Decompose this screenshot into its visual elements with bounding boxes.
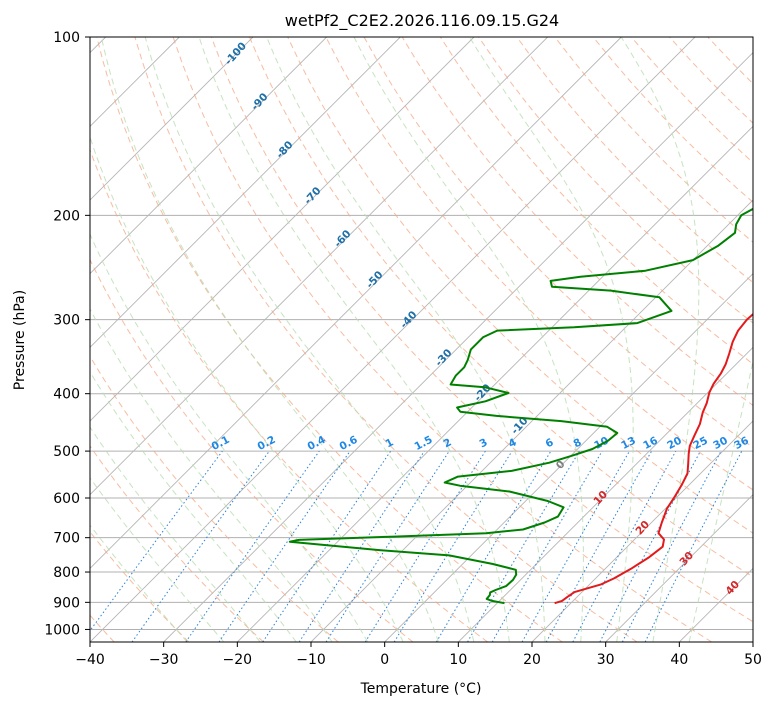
x-tick-label: 10 [449, 652, 467, 668]
plot-frame [89, 36, 754, 643]
mixing-ratio-line [644, 450, 743, 642]
moist-adiabat-line [90, 370, 297, 642]
isotherm-line [531, 420, 753, 642]
x-tick-label: −40 [75, 652, 105, 668]
dry-adiabat-line [325, 37, 753, 491]
dry-adiabat-line [249, 37, 753, 578]
moist-adiabat-line [90, 308, 333, 642]
y-tick-label: 200 [53, 208, 80, 224]
dry-adiabat-line [134, 37, 638, 642]
isotherm-line [752, 641, 753, 642]
y-tick-label: 400 [53, 387, 80, 403]
mixing-ratio-line [521, 450, 630, 642]
mixing-ratio-line [545, 450, 653, 642]
moist-adiabat-line [90, 232, 369, 642]
moist-adiabat-line [90, 426, 261, 642]
mixing-ratio-line [298, 450, 425, 642]
temperature-line [554, 312, 753, 605]
isotherm-line [90, 37, 327, 275]
dry-adiabat-line [96, 37, 563, 642]
y-axis-label: Pressure (hPa) [12, 290, 28, 390]
x-tick-label: −20 [223, 652, 253, 668]
y-tick-label: 700 [53, 531, 80, 547]
isotherm-line [458, 346, 753, 642]
moist-adiabat-line [353, 37, 584, 642]
dry-adiabat-line [516, 37, 753, 284]
moist-adiabat-line [100, 37, 439, 642]
mixing-ratio-line [131, 450, 270, 642]
y-tick-label: 900 [53, 595, 80, 611]
dry-adiabat-line [90, 258, 414, 642]
isotherm-line [90, 37, 696, 642]
x-tick-label: 20 [523, 652, 541, 668]
isotherm-line [605, 494, 753, 642]
mixing-ratio-line [393, 450, 513, 642]
mixing-ratio-line [185, 450, 320, 642]
moist-adiabat-line [620, 37, 700, 642]
x-tick-label: 0 [380, 652, 389, 668]
x-tick-label: −30 [149, 652, 179, 668]
y-tick-label: 300 [53, 313, 80, 329]
dry-adiabat-line [287, 37, 753, 534]
isotherm-line [90, 37, 475, 422]
mixing-ratio-line [572, 450, 677, 642]
mixing-ratio-line [218, 450, 351, 642]
y-tick-label: 100 [53, 30, 80, 46]
y-tick-label: 600 [53, 491, 80, 507]
chart-title: wetPf2_C2E2.2026.116.09.15.G24 [285, 11, 559, 31]
isotherm-line [237, 125, 753, 642]
mixing-ratio-line [90, 450, 223, 632]
moist-adiabat-line [90, 135, 404, 642]
isotherm-line [163, 52, 753, 642]
y-axis: 100 200 300 400 500 600 700 800 900 1000 [44, 30, 90, 638]
isotherm-line [310, 199, 753, 642]
profile-series [288, 207, 753, 605]
isotherm-line [384, 273, 753, 642]
moist-adiabat-line [688, 358, 753, 642]
x-tick-label: 40 [670, 652, 688, 668]
isotherm-line [90, 37, 622, 569]
x-tick-label: 50 [744, 652, 762, 668]
plot-area [90, 37, 753, 642]
mixing-ratio-line [325, 450, 450, 642]
isotherm-line [90, 37, 254, 201]
dry-adiabat-line [210, 37, 753, 623]
y-tick-label: 1000 [44, 622, 80, 638]
mixing-ratio-line [262, 450, 392, 642]
x-tick-label: −10 [296, 652, 326, 668]
y-tick-label: 500 [53, 444, 80, 460]
dewpoint-line [288, 207, 753, 605]
x-axis-label: Temperature (°C) [360, 681, 482, 697]
dry-adiabat-line [90, 355, 339, 642]
moist-adiabat-line [144, 37, 475, 642]
dry-adiabat-line [90, 445, 264, 642]
y-tick-label: 800 [53, 565, 80, 581]
moist-adiabat-line [90, 524, 188, 642]
background-lines [90, 37, 753, 642]
x-tick-label: 30 [597, 652, 615, 668]
isotherm-line [90, 37, 548, 496]
moist-adiabat-line [90, 476, 225, 642]
moist-adiabat-line [266, 37, 546, 642]
dry-adiabat-line [172, 37, 712, 642]
x-axis: −40 −30 −20 −10 0 10 20 30 40 50 [75, 642, 762, 668]
